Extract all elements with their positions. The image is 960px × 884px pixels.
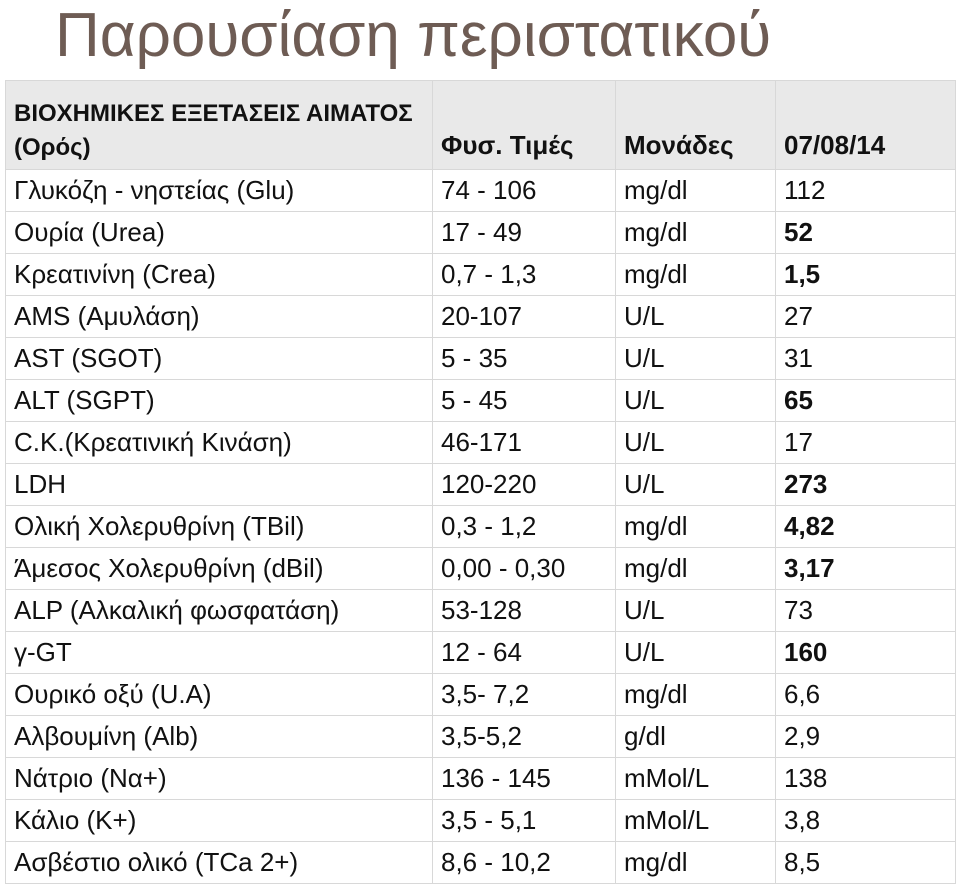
result-value: 1,5 bbox=[775, 253, 956, 296]
table-row: ALT (SGPT) 5 - 45 U/L 65 bbox=[5, 379, 956, 422]
unit: mg/dl bbox=[615, 169, 776, 212]
test-name: Γλυκόζη - νηστείας (Glu) bbox=[5, 169, 433, 212]
test-name: C.K.(Κρεατινική Κινάση) bbox=[5, 421, 433, 464]
table-header: ΒΙΟΧΗΜΙΚΕΣ ΕΞΕΤΑΣΕΙΣ ΑΙΜΑΤΟΣ (Ορός) Φυσ.… bbox=[5, 80, 956, 170]
normal-range: 53-128 bbox=[432, 589, 616, 632]
result-value: 138 bbox=[775, 757, 956, 800]
result-value: 6,6 bbox=[775, 673, 956, 716]
header-row: ΒΙΟΧΗΜΙΚΕΣ ΕΞΕΤΑΣΕΙΣ ΑΙΜΑΤΟΣ (Ορός) Φυσ.… bbox=[5, 80, 956, 170]
unit: mg/dl bbox=[615, 547, 776, 590]
result-value: 160 bbox=[775, 631, 956, 674]
test-name: γ-GT bbox=[5, 631, 433, 674]
table-row: Άμεσος Χολερυθρίνη (dBil) 0,00 - 0,30 mg/d… bbox=[5, 547, 956, 590]
slide-title: Παρουσίαση περιστατικού bbox=[55, 1, 772, 70]
unit: mg/dl bbox=[615, 673, 776, 716]
unit: mMol/L bbox=[615, 799, 776, 842]
result-value: 17 bbox=[775, 421, 956, 464]
unit: mg/dl bbox=[615, 505, 776, 548]
normal-range: 17 - 49 bbox=[432, 211, 616, 254]
test-name: Αλβουμίνη (Alb) bbox=[5, 715, 433, 758]
table-row: Κάλιο (K+) 3,5 - 5,1 mMol/L 3,8 bbox=[5, 799, 956, 842]
normal-range: 0,00 - 0,30 bbox=[432, 547, 616, 590]
result-value: 8,5 bbox=[775, 841, 956, 884]
result-value: 3,17 bbox=[775, 547, 956, 590]
unit: U/L bbox=[615, 589, 776, 632]
unit: U/L bbox=[615, 631, 776, 674]
test-name: Ασβέστιο ολικό (TCa 2+) bbox=[5, 841, 433, 884]
test-name: Κρεατινίνη (Crea) bbox=[5, 253, 433, 296]
unit: U/L bbox=[615, 295, 776, 338]
normal-range: 12 - 64 bbox=[432, 631, 616, 674]
table-row: AST (SGOT) 5 - 35 U/L 31 bbox=[5, 337, 956, 380]
test-name: Ουρικό οξύ (U.A) bbox=[5, 673, 433, 716]
normal-range: 74 - 106 bbox=[432, 169, 616, 212]
test-name: ALT (SGPT) bbox=[5, 379, 433, 422]
result-value: 3,8 bbox=[775, 799, 956, 842]
table-row: Ουρία (Urea) 17 - 49 mg/dl 52 bbox=[5, 211, 956, 254]
test-name: AST (SGOT) bbox=[5, 337, 433, 380]
table-row: Ολική Χολερυθρίνη (TBil) 0,3 - 1,2 mg/dl 4,… bbox=[5, 505, 956, 548]
table-row: Γλυκόζη - νηστείας (Glu) 74 - 106 mg/dl 112 bbox=[5, 169, 956, 212]
result-value: 65 bbox=[775, 379, 956, 422]
normal-range: 5 - 35 bbox=[432, 337, 616, 380]
unit: U/L bbox=[615, 421, 776, 464]
table-row: ALP (Αλκαλική φωσφατάση) 53-128 U/L 73 bbox=[5, 589, 956, 632]
test-name: Κάλιο (K+) bbox=[5, 799, 433, 842]
normal-range: 46-171 bbox=[432, 421, 616, 464]
result-value: 73 bbox=[775, 589, 956, 632]
normal-range: 136 - 145 bbox=[432, 757, 616, 800]
result-value: 4,82 bbox=[775, 505, 956, 548]
unit: mg/dl bbox=[615, 211, 776, 254]
test-name: LDH bbox=[5, 463, 433, 506]
table-row: LDH 120-220 U/L 273 bbox=[5, 463, 956, 506]
test-name: Νάτριο (Να+) bbox=[5, 757, 433, 800]
result-value: 2,9 bbox=[775, 715, 956, 758]
table-row: Αλβουμίνη (Alb) 3,5-5,2 g/dl 2,9 bbox=[5, 715, 956, 758]
normal-range: 20-107 bbox=[432, 295, 616, 338]
table-row: γ-GT 12 - 64 U/L 160 bbox=[5, 631, 956, 674]
table-row: Κρεατινίνη (Crea) 0,7 - 1,3 mg/dl 1,5 bbox=[5, 253, 956, 296]
result-value: 273 bbox=[775, 463, 956, 506]
header-cell: Φυσ. Τιμές bbox=[432, 80, 616, 170]
normal-range: 3,5 - 5,1 bbox=[432, 799, 616, 842]
unit: mg/dl bbox=[615, 253, 776, 296]
table-row: Ασβέστιο ολικό (TCa 2+) 8,6 - 10,2 mg/dl 8,… bbox=[5, 841, 956, 884]
header-cell: 07/08/14 bbox=[775, 80, 956, 170]
test-name: AMS (Αμυλάση) bbox=[5, 295, 433, 338]
normal-range: 3,5-5,2 bbox=[432, 715, 616, 758]
normal-range: 3,5- 7,2 bbox=[432, 673, 616, 716]
result-value: 52 bbox=[775, 211, 956, 254]
table-body: Γλυκόζη - νηστείας (Glu) 74 - 106 mg/dl 112… bbox=[5, 169, 956, 884]
test-name: Ολική Χολερυθρίνη (TBil) bbox=[5, 505, 433, 548]
lab-table: ΒΙΟΧΗΜΙΚΕΣ ΕΞΕΤΑΣΕΙΣ ΑΙΜΑΤΟΣ (Ορός) Φυσ.… bbox=[5, 80, 956, 884]
unit: U/L bbox=[615, 379, 776, 422]
unit: U/L bbox=[615, 337, 776, 380]
normal-range: 8,6 - 10,2 bbox=[432, 841, 616, 884]
table-row: Νάτριο (Να+) 136 - 145 mMol/L 138 bbox=[5, 757, 956, 800]
unit: mMol/L bbox=[615, 757, 776, 800]
normal-range: 0,3 - 1,2 bbox=[432, 505, 616, 548]
test-name: Άμεσος Χολερυθρίνη (dBil) bbox=[5, 547, 433, 590]
table-row: AMS (Αμυλάση) 20-107 U/L 27 bbox=[5, 295, 956, 338]
result-value: 31 bbox=[775, 337, 956, 380]
normal-range: 0,7 - 1,3 bbox=[432, 253, 616, 296]
normal-range: 5 - 45 bbox=[432, 379, 616, 422]
result-value: 112 bbox=[775, 169, 956, 212]
test-name: Ουρία (Urea) bbox=[5, 211, 433, 254]
header-cell: Μονάδες bbox=[615, 80, 776, 170]
result-value: 27 bbox=[775, 295, 956, 338]
unit: mg/dl bbox=[615, 841, 776, 884]
normal-range: 120-220 bbox=[432, 463, 616, 506]
table-row: Ουρικό οξύ (U.A) 3,5- 7,2 mg/dl 6,6 bbox=[5, 673, 956, 716]
table-row: C.K.(Κρεατινική Κινάση) 46-171 U/L 17 bbox=[5, 421, 956, 464]
unit: U/L bbox=[615, 463, 776, 506]
header-cell: ΒΙΟΧΗΜΙΚΕΣ ΕΞΕΤΑΣΕΙΣ ΑΙΜΑΤΟΣ (Ορός) bbox=[5, 80, 433, 170]
test-name: ALP (Αλκαλική φωσφατάση) bbox=[5, 589, 433, 632]
unit: g/dl bbox=[615, 715, 776, 758]
